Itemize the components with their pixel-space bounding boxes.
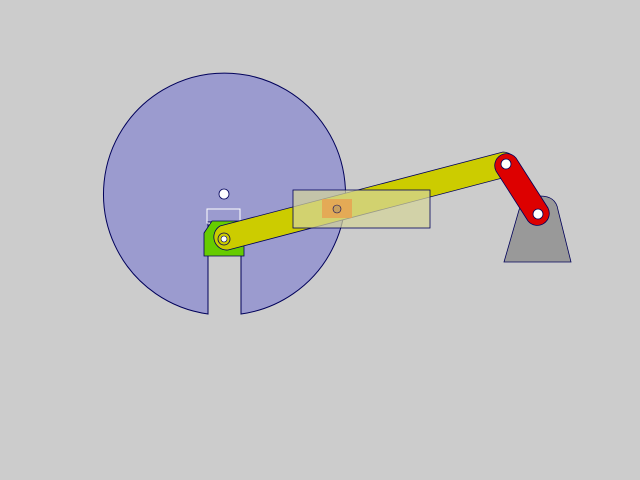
crank-link[interactable] [494,153,550,226]
crank-top-pivot-icon [500,158,512,170]
sliding-guide[interactable] [292,189,431,229]
crank-bottom-pivot-icon [532,208,544,220]
coupler-pin-icon [332,204,342,214]
slider-pivot-hole-icon [220,235,228,243]
disc-center-hole-icon [218,188,230,200]
